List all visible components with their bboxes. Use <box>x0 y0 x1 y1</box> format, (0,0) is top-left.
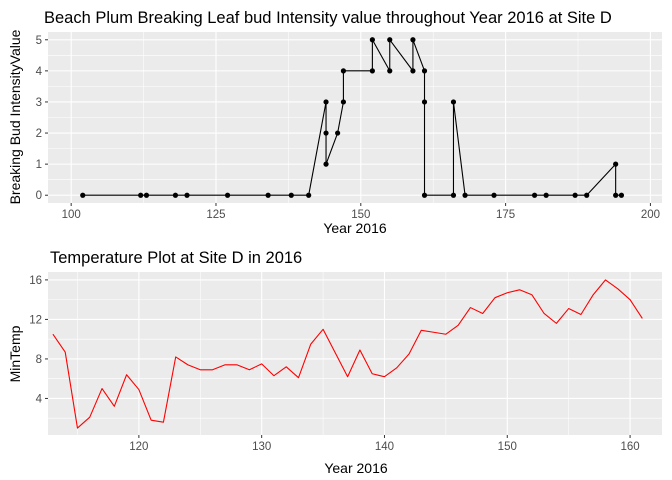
y-tick-label: 16 <box>29 275 42 287</box>
x-tick-label: 160 <box>620 441 639 453</box>
y-tick-label: 4 <box>36 393 43 405</box>
data-point <box>421 99 428 105</box>
data-point <box>369 37 375 43</box>
x-tick-label: 200 <box>641 209 660 221</box>
data-point <box>323 161 329 167</box>
data-point <box>80 192 86 198</box>
data-point <box>584 192 590 198</box>
data-point <box>387 68 393 74</box>
temperature-chart: 120 130 140 150 160 4 8 12 16 Temperature Plot … <box>7 249 662 476</box>
y-tick-label: 1 <box>36 159 42 171</box>
data-point <box>618 192 625 198</box>
y-tick-label: 3 <box>36 97 42 109</box>
data-point <box>172 192 179 198</box>
x-tick-label: 150 <box>351 209 370 221</box>
series-line <box>52 279 643 429</box>
data-point <box>421 192 428 198</box>
x-tick-label: 175 <box>496 209 515 221</box>
y-tick-label: 0 <box>36 190 42 202</box>
x-axis-title: Year 2016 <box>324 460 388 476</box>
x-tick-label: 125 <box>206 209 225 221</box>
data-point <box>491 192 497 198</box>
x-tick-label: 140 <box>375 441 394 453</box>
y-axis-ticks: 4 8 12 16 <box>29 275 48 405</box>
data-point <box>421 68 428 74</box>
y-axis-title: MinTemp <box>7 325 23 382</box>
data-point <box>340 99 347 105</box>
data-point <box>462 192 468 198</box>
y-tick-label: 5 <box>36 35 42 47</box>
x-tick-label: 100 <box>62 209 81 221</box>
y-tick-label: 2 <box>36 128 42 140</box>
x-tick-label: 150 <box>498 441 517 453</box>
data-point <box>613 192 619 198</box>
data-point <box>288 192 294 198</box>
data-points <box>80 37 625 198</box>
panel-background <box>48 272 662 435</box>
chart-title: Temperature Plot at Site D in 2016 <box>50 249 302 267</box>
y-axis-title: Breaking Bud IntensityValue <box>7 29 23 204</box>
data-point <box>410 37 416 43</box>
data-point <box>531 192 538 198</box>
data-point <box>323 130 329 136</box>
data-point <box>335 130 341 136</box>
y-axis-ticks: 0 1 2 3 4 5 <box>36 35 48 202</box>
data-point <box>369 68 375 74</box>
x-axis-ticks: 100 125 150 175 200 <box>62 203 660 221</box>
data-point <box>184 192 190 198</box>
data-point <box>450 192 457 198</box>
data-point <box>572 192 578 198</box>
data-point <box>306 192 312 198</box>
x-axis-ticks: 120 130 140 150 160 <box>129 435 640 453</box>
y-tick-label: 12 <box>29 314 42 326</box>
data-point <box>224 192 231 198</box>
y-tick-label: 8 <box>36 354 42 366</box>
x-tick-label: 120 <box>129 441 148 453</box>
data-point <box>323 99 329 105</box>
x-tick-label: 130 <box>252 441 271 453</box>
data-point <box>410 68 416 74</box>
data-point <box>340 68 347 74</box>
data-point <box>265 192 271 198</box>
series-line <box>52 279 643 429</box>
chart-title: Beach Plum Breaking Leaf bud Intensity v… <box>44 9 612 27</box>
data-point <box>138 192 144 198</box>
data-point <box>387 37 393 43</box>
y-tick-label: 4 <box>36 66 43 78</box>
data-point <box>543 192 549 198</box>
x-axis-title: Year 2016 <box>323 220 387 236</box>
data-point <box>143 192 150 198</box>
data-point <box>613 161 619 167</box>
data-point <box>450 99 457 105</box>
bud-intensity-chart: 100 125 150 175 200 0 1 2 3 4 5 Beach Plum Breaki… <box>7 9 662 236</box>
